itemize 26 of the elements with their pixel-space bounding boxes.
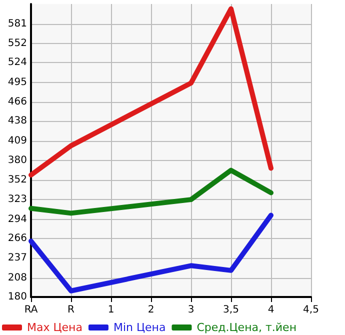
x-tick-label: 4 [268,304,274,316]
y-tick-label: 581 [8,18,27,30]
legend-label: Max Цена [27,321,82,334]
y-tick-label: 237 [8,252,27,264]
x-tick-label: 2 [148,304,154,316]
x-tick-label: 3 [188,304,194,316]
y-tick-label: 524 [8,57,27,68]
x-tick-label: R [68,304,75,316]
y-tick-label: 180 [8,292,27,302]
y-tick-label: 266 [8,232,27,244]
x-tick-label: RA [24,304,38,316]
y-tick-label: 208 [8,272,27,284]
x-tick-label: 1 [108,304,114,316]
y-tick-label: 380 [8,155,27,166]
y-tick-label: 352 [8,174,27,186]
y-tick-label: 294 [8,214,27,225]
y-tick-label: 552 [8,38,27,50]
y-tick-label: 409 [8,135,27,146]
y-tick-label: 466 [8,96,27,108]
legend-label: Min Цена [113,321,166,334]
y-tick-label: 495 [8,76,27,88]
legend-label: Сред.Цена, т.йен [196,321,297,334]
y-tick-label: 323 [8,194,27,206]
x-tick-label: 4,5 [303,304,319,316]
y-tick-label: 438 [8,116,27,127]
x-tick-label: 3,5 [223,304,239,316]
